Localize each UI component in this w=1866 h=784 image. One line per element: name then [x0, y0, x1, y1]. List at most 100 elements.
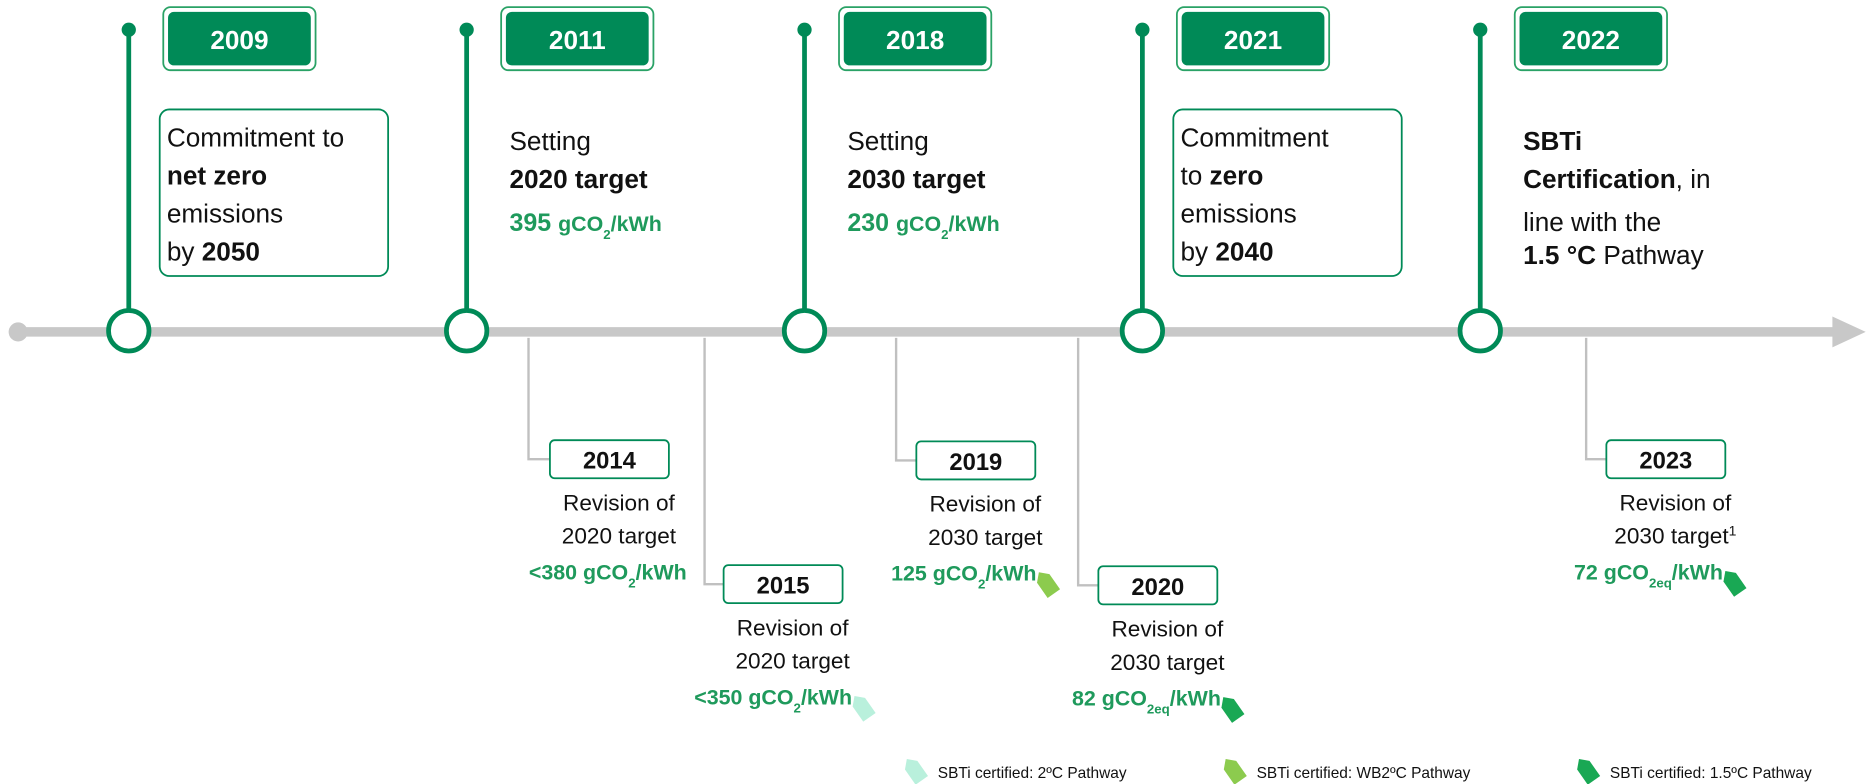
text-line: by 2040	[1180, 237, 1273, 267]
text-box	[1172, 108, 1403, 277]
text-segment: net zero	[167, 160, 267, 190]
text-segment: Revision of	[1619, 490, 1731, 515]
year-label: 2014	[583, 448, 637, 475]
text-box	[158, 108, 390, 277]
text-line: SBTi	[1523, 126, 1582, 156]
text-segment: Revision of	[1111, 616, 1223, 641]
legend-icon	[1577, 759, 1601, 784]
sbti-tag	[1037, 572, 1061, 598]
year-label: 2020	[1131, 574, 1184, 601]
text-line: Setting	[509, 126, 590, 156]
text-segment: 2020 target	[735, 649, 850, 674]
text-segment: 1	[1729, 523, 1737, 539]
sbti-tag	[852, 695, 876, 722]
stem-dot	[121, 22, 136, 37]
text-segment: 2	[941, 226, 948, 241]
legend-icon	[904, 759, 928, 784]
text-line: 72 gCO2eq/kWh	[1574, 560, 1723, 590]
year-label: 2022	[1562, 25, 1620, 55]
text-segment: 395	[509, 209, 558, 237]
year-label: 2021	[1224, 25, 1282, 55]
milestone	[106, 308, 152, 354]
milestone	[444, 308, 490, 354]
text-line: line with the	[1523, 207, 1661, 237]
text-segment: 2020 target	[562, 524, 677, 549]
text-segment: , in	[1676, 164, 1711, 194]
text-line: 2030 target	[928, 525, 1043, 550]
stem-dot	[459, 22, 474, 37]
text-line: net zero	[167, 160, 267, 190]
text-segment: /kWh	[949, 212, 1000, 236]
text-segment: Setting	[847, 126, 928, 156]
text-segment: 2	[978, 576, 985, 591]
text-segment: 2	[603, 226, 610, 241]
axis-start	[8, 322, 28, 342]
connector	[894, 337, 917, 462]
text-segment: Pathway	[1596, 240, 1705, 270]
text-line: 230 gCO2/kWh	[847, 209, 999, 242]
year-label: 2018	[886, 25, 944, 55]
text-line: Revision of	[1619, 490, 1731, 515]
text-line: <350 gCO2/kWh	[694, 685, 852, 714]
text-segment: to	[1180, 160, 1209, 190]
text-line: 395 gCO2/kWh	[509, 209, 661, 242]
text-line: 2030 target	[847, 164, 985, 194]
text-segment: 2eq	[1147, 701, 1170, 716]
text-segment: /kWh	[1672, 560, 1723, 584]
text-line: by 2050	[167, 237, 260, 267]
text-segment: 2040	[1215, 237, 1273, 267]
text-line: 2020 target	[509, 164, 647, 194]
text-segment: /kWh	[636, 560, 687, 584]
text-line: Revision of	[929, 492, 1041, 517]
text-segment: zero	[1210, 160, 1264, 190]
sbti-tag	[1221, 697, 1245, 723]
text-segment: SBTi	[1523, 126, 1582, 156]
text-segment: Certification	[1523, 164, 1676, 194]
text-segment: 2	[628, 575, 635, 590]
text-line: 1.5 °C Pathway	[1523, 240, 1704, 270]
text-segment: Revision of	[737, 615, 849, 640]
text-segment: <380 gCO	[529, 560, 628, 584]
stem-dot	[1473, 22, 1488, 37]
text-segment: Setting	[509, 126, 590, 156]
year-box	[1181, 11, 1325, 66]
text-segment: <350 gCO	[694, 685, 793, 709]
text-segment: 82 gCO	[1072, 686, 1147, 710]
text-segment: line with the	[1523, 207, 1661, 237]
text-segment: 2020 target	[509, 164, 647, 194]
milestone	[1457, 308, 1503, 354]
text-segment: 2	[794, 700, 801, 715]
year-label: 2009	[210, 25, 268, 55]
legend-label: SBTi certified: WB2ºC Pathway	[1257, 765, 1471, 782]
text-segment: /kWh	[985, 562, 1036, 586]
text-segment: 2050	[202, 237, 260, 267]
text-line: 2020 target	[735, 649, 850, 674]
milestone	[781, 308, 828, 354]
text-line: 2030 target	[1110, 650, 1225, 675]
text-line: <380 gCO2/kWh	[529, 560, 687, 590]
year-label: 2019	[949, 449, 1002, 476]
text-line: to zero	[1180, 160, 1263, 190]
text-line: 125 gCO2/kWh	[891, 562, 1036, 592]
connector	[703, 337, 724, 586]
year-box	[168, 11, 311, 66]
text-segment: /kWh	[801, 685, 852, 709]
text-line: Setting	[847, 126, 928, 156]
text-segment: by	[1180, 237, 1215, 267]
year-box	[843, 11, 987, 66]
year-box	[1605, 439, 1727, 480]
sbti-tag	[1723, 571, 1747, 597]
year-box	[549, 439, 670, 480]
text-segment: Commitment	[1180, 122, 1329, 152]
text-line: Revision of	[737, 615, 849, 640]
stem-dot	[1135, 22, 1150, 37]
connector	[527, 337, 550, 461]
text-segment: Commitment to	[167, 122, 344, 152]
text-segment: 2030 target	[928, 525, 1043, 550]
text-line: 2030 target1	[1614, 523, 1736, 549]
axis-arrow	[1832, 316, 1866, 348]
text-segment: 2eq	[1649, 575, 1672, 590]
connector	[1584, 337, 1607, 461]
year-box	[722, 564, 844, 605]
